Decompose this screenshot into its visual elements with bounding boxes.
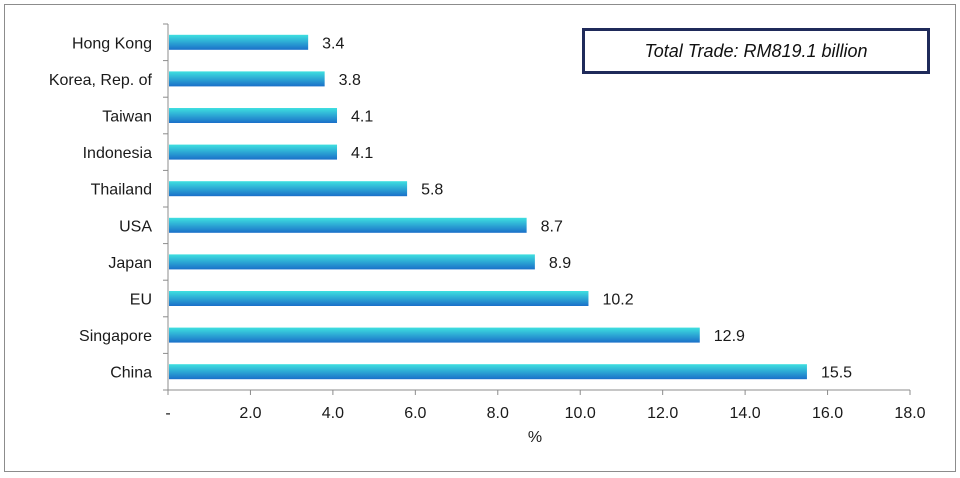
axes bbox=[163, 23, 911, 395]
x-tick-label: 2.0 bbox=[239, 405, 261, 422]
chart-frame bbox=[4, 4, 956, 472]
x-tick-label: 12.0 bbox=[647, 405, 678, 422]
x-tick-label: 16.0 bbox=[812, 405, 843, 422]
x-tick-label: 4.0 bbox=[322, 405, 344, 422]
value-label: 8.7 bbox=[541, 218, 563, 235]
bar-taiwan bbox=[169, 108, 338, 123]
value-label: 4.1 bbox=[351, 145, 373, 162]
bar-korea-rep-of bbox=[169, 71, 325, 87]
value-label: 12.9 bbox=[714, 328, 745, 345]
x-tick-label: 10.0 bbox=[565, 405, 596, 422]
value-label: 4.1 bbox=[351, 109, 373, 126]
x-axis-label: % bbox=[528, 429, 542, 446]
x-tick-label: 14.0 bbox=[730, 405, 761, 422]
category-label: Korea, Rep. of bbox=[49, 72, 153, 89]
bar-thailand bbox=[169, 181, 408, 197]
category-label: Hong Kong bbox=[72, 35, 152, 52]
labels-group: - 2.0 4.0 6.0 8.0 10.0 12.0 14.0 16.0 18.0% Hong K… bbox=[49, 35, 926, 446]
total-trade-text: Total Trade: RM819.1 billion bbox=[644, 40, 868, 61]
x-tick-label: - bbox=[165, 405, 170, 422]
category-label: Thailand bbox=[91, 182, 152, 199]
bar-singapore bbox=[169, 327, 700, 343]
category-label: Taiwan bbox=[102, 109, 152, 126]
value-label: 3.4 bbox=[322, 35, 344, 52]
value-label: 15.5 bbox=[821, 365, 852, 382]
bar-china bbox=[169, 364, 807, 380]
category-label: Indonesia bbox=[83, 145, 152, 162]
value-label: 8.9 bbox=[549, 255, 571, 272]
bar-indonesia bbox=[169, 144, 338, 160]
value-label: 3.8 bbox=[339, 72, 361, 89]
x-tick-label: 8.0 bbox=[487, 405, 509, 422]
bar-japan bbox=[169, 254, 535, 270]
value-label: 10.2 bbox=[602, 292, 633, 309]
bar-usa bbox=[169, 217, 527, 233]
x-tick-label: 6.0 bbox=[404, 405, 426, 422]
bar-hong-kong bbox=[169, 34, 309, 50]
total-trade-callout: Total Trade: RM819.1 billion bbox=[582, 28, 930, 74]
category-label: Japan bbox=[108, 255, 152, 272]
category-label: EU bbox=[130, 292, 152, 309]
x-tick-label: 18.0 bbox=[894, 405, 925, 422]
category-label: USA bbox=[119, 218, 152, 235]
category-label: China bbox=[110, 365, 152, 382]
bars-group bbox=[169, 34, 807, 380]
category-label: Singapore bbox=[79, 328, 152, 345]
bar-eu bbox=[169, 291, 589, 306]
value-label: 5.8 bbox=[421, 182, 443, 199]
